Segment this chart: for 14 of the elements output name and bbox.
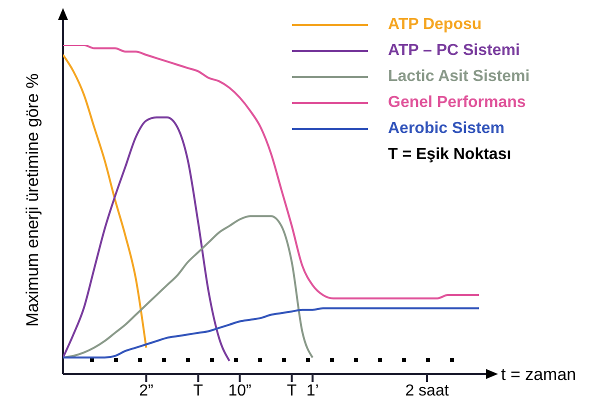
legend-label: Aerobic Sistem (388, 120, 504, 138)
legend-label: ATP Deposu (388, 16, 482, 34)
y-axis-title: Maximum enerji üretimine göre % (23, 73, 42, 327)
x-tick-label: 2 saat (405, 382, 450, 400)
annotation: T = Eşik Noktası (387, 145, 512, 165)
legend-label: ATP – PC Sistemi (388, 42, 520, 60)
x-axis-title: t = zaman (501, 365, 576, 384)
x-tick-label: T (193, 382, 204, 400)
x-tick-label: T (286, 382, 297, 400)
x-tick-label: 2” (139, 382, 154, 400)
legend-label: Lactic Asit Sistemi (388, 68, 530, 86)
x-tick-label: 1’ (306, 382, 319, 400)
x-tick-label: 10” (228, 382, 252, 400)
legend-label: Genel Performans (388, 94, 526, 112)
